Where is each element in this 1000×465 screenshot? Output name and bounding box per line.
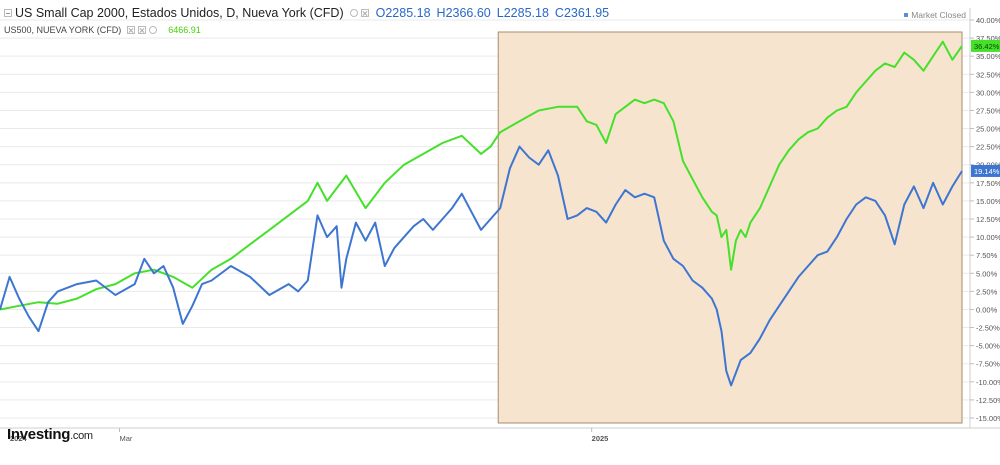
y-axis-ticks: 40.00% 37.50% 35.00% 32.50% 30.00% 27.50% 25.0…	[970, 16, 1000, 423]
y-tick-label: 22.50%	[976, 143, 1000, 152]
y-tick-label: -7.50%	[976, 360, 1000, 369]
settings-icon[interactable]	[349, 9, 358, 17]
remove-icon[interactable]	[127, 26, 136, 34]
collapse-icon[interactable]	[4, 9, 12, 17]
y-tick-label: -10.00%	[976, 378, 1000, 387]
y-tick-label: -2.50%	[976, 324, 1000, 333]
y-tick-label: -5.00%	[976, 342, 1000, 351]
last-value-label: 19.14%	[974, 167, 1000, 176]
y-tick-label: 40.00%	[976, 16, 1000, 25]
x-axis-ticks: 2024 Mar 2025	[9, 428, 609, 443]
y-tick-label: 10.00%	[976, 233, 1000, 242]
settings-icon[interactable]	[149, 26, 158, 34]
y-tick-label: 12.50%	[976, 215, 1000, 224]
investing-logo[interactable]: Investing.com	[7, 426, 93, 443]
y-tick-label: -15.00%	[976, 414, 1000, 423]
secondary-title: US500, NUEVA YORK (CFD)	[4, 25, 122, 35]
last-value-badge	[971, 164, 1000, 177]
logo-main: Investing	[7, 426, 71, 443]
status-dot-icon	[904, 13, 909, 17]
y-tick-label: -12.50%	[976, 396, 1000, 405]
legend-secondary: US500, NUEVA YORK (CFD) 6466.91	[4, 25, 201, 35]
secondary-value: 6466.91	[168, 25, 201, 35]
last-value-badge	[971, 39, 1000, 52]
y-tick-label: 30.00%	[976, 88, 1000, 97]
close-value: 2361.95	[563, 6, 610, 20]
y-tick-label: 25.00%	[976, 125, 1000, 134]
y-tick-label: 7.50%	[976, 251, 998, 260]
y-tick-label: 0.00%	[976, 305, 998, 314]
low-value: 2285.18	[503, 6, 549, 20]
high-label: H	[436, 6, 446, 20]
market-status: Market Closed	[904, 10, 966, 20]
open-value: 2285.18	[385, 6, 431, 20]
market-status-text: Market Closed	[911, 10, 966, 20]
highlight-region	[497, 31, 963, 424]
series-layer	[0, 40, 963, 387]
series-line-0	[0, 40, 963, 311]
x-tick-label: Mar	[119, 434, 132, 443]
last-value-labels: 36.42% 19.14%	[971, 39, 1000, 177]
logo-suffix: .com	[70, 430, 93, 442]
legend-primary: US Small Cap 2000, Estados Unidos, D, Nu…	[4, 6, 609, 20]
y-tick-label: 15.00%	[976, 197, 1000, 206]
y-tick-label: 2.50%	[976, 287, 998, 296]
y-tick-label: 37.50%	[976, 34, 1000, 43]
y-tick-label: 5.00%	[976, 269, 998, 278]
series-line-1	[0, 145, 963, 387]
y-tick-label: 35.00%	[976, 52, 1000, 61]
x-tick-label: 2024	[10, 434, 28, 443]
ohlc-values: O2285.18 H2366.60 L2285.18 C2361.95	[376, 6, 610, 20]
close-icon[interactable]	[138, 26, 147, 34]
y-tick-label: 17.50%	[976, 179, 1000, 188]
instrument-title: US Small Cap 2000, Estados Unidos, D, Nu…	[15, 6, 344, 20]
close-label: C	[554, 6, 564, 20]
high-value: 2366.60	[445, 6, 491, 20]
y-tick-label: 32.50%	[976, 70, 1000, 79]
x-tick-label: 2025	[592, 434, 609, 443]
low-label: L	[496, 6, 504, 20]
y-tick-label: 27.50%	[976, 106, 1000, 115]
close-icon[interactable]	[360, 9, 369, 17]
open-label: O	[375, 6, 386, 20]
last-value-label: 36.42%	[974, 42, 1000, 51]
